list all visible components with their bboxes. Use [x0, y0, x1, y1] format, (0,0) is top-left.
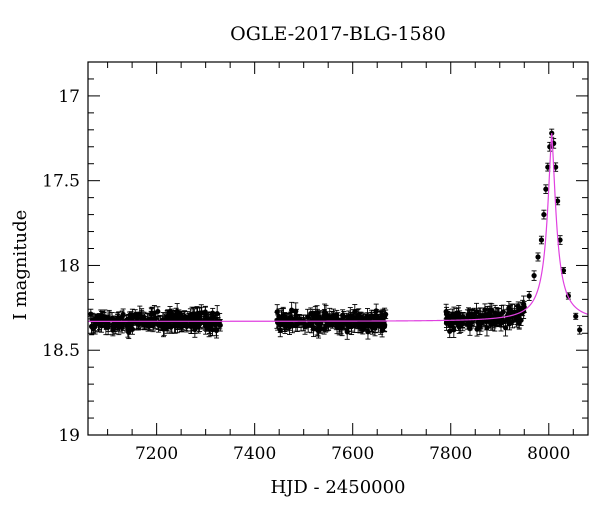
x-tick-labels: 7200 7400 7600 7800 8000	[135, 444, 570, 464]
x-tick-label: 7800	[429, 444, 472, 464]
data-point	[500, 319, 507, 325]
data-point	[164, 315, 170, 321]
data-point	[164, 323, 170, 329]
x-axis-label: HJD - 2450000	[270, 477, 405, 498]
data-point	[323, 311, 329, 317]
x-tick-label: 7200	[135, 444, 178, 464]
data-point	[310, 312, 316, 318]
data-point	[368, 313, 375, 319]
data-point	[541, 211, 547, 218]
data-point	[467, 326, 473, 332]
data-point	[211, 314, 217, 320]
data-point	[538, 237, 545, 243]
data-point	[195, 324, 201, 330]
data-point	[379, 321, 385, 327]
data-point	[288, 314, 294, 320]
data-point	[573, 313, 579, 319]
y-tick-label: 18	[58, 256, 80, 276]
data-point	[560, 267, 567, 274]
data-point	[119, 324, 125, 331]
data-point	[363, 323, 369, 329]
data-point	[155, 308, 161, 315]
x-tick-label: 7400	[233, 444, 276, 464]
data-point	[202, 317, 208, 323]
data-point	[531, 273, 537, 279]
x-tick-label: 7600	[331, 444, 374, 464]
data-point	[88, 311, 94, 317]
data-point	[506, 305, 512, 311]
chart-title: OGLE-2017-BLG-1580	[230, 23, 446, 45]
data-point	[375, 317, 381, 323]
x-tick-label: 8000	[527, 444, 570, 464]
data-point	[577, 327, 583, 333]
data-point	[217, 322, 223, 328]
data-point	[160, 326, 167, 332]
data-points	[88, 128, 583, 340]
data-point	[348, 323, 355, 330]
data-point	[334, 312, 340, 318]
data-point	[213, 327, 219, 333]
data-point	[111, 320, 118, 327]
data-point	[150, 316, 157, 323]
data-point	[383, 311, 389, 317]
data-point	[277, 327, 283, 333]
data-point	[543, 186, 549, 192]
data-point	[545, 164, 551, 170]
data-point	[443, 308, 449, 315]
data-point	[495, 318, 501, 324]
data-point	[172, 314, 178, 320]
data-point	[447, 328, 453, 334]
data-point	[188, 323, 195, 329]
y-tick-labels: 17 17.5 18 18.5 19	[42, 87, 80, 446]
data-point	[482, 312, 488, 319]
y-axis-label: I magnitude	[10, 210, 31, 321]
data-point	[329, 320, 336, 327]
data-point	[492, 321, 498, 327]
y-tick-label: 19	[58, 426, 80, 446]
data-point	[555, 198, 561, 204]
data-point	[305, 314, 311, 320]
minor-ticks	[88, 61, 588, 435]
data-point	[484, 325, 490, 331]
data-point	[521, 304, 527, 310]
data-point	[474, 326, 480, 332]
data-point	[134, 315, 140, 321]
y-tick-label: 17.5	[42, 172, 80, 192]
data-point	[477, 313, 483, 319]
y-tick-label: 18.5	[42, 341, 80, 361]
data-point	[553, 164, 559, 170]
data-point	[516, 315, 522, 321]
data-point	[148, 311, 154, 317]
data-point	[471, 312, 478, 318]
y-tick-label: 17	[58, 87, 80, 107]
data-point	[289, 307, 295, 313]
data-point	[526, 293, 532, 299]
data-point	[314, 310, 320, 316]
data-point	[92, 323, 98, 330]
plot-frame	[87, 61, 589, 436]
data-point	[339, 324, 345, 331]
data-point	[478, 321, 484, 327]
major-ticks	[88, 62, 588, 436]
data-point	[141, 322, 147, 328]
model-curve	[88, 133, 589, 322]
data-point	[325, 319, 332, 325]
data-point	[281, 320, 288, 326]
data-point	[334, 324, 340, 330]
data-point	[93, 315, 99, 321]
data-point	[467, 311, 473, 317]
data-point	[557, 237, 563, 243]
data-point	[451, 327, 457, 333]
data-point	[99, 316, 106, 322]
data-point	[535, 254, 541, 260]
